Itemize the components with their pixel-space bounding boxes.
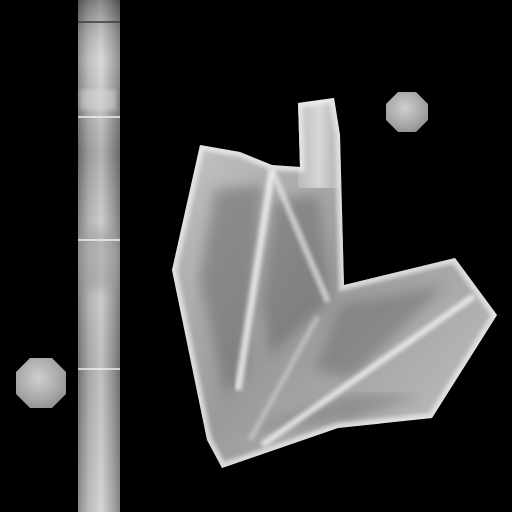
octagon-small-top-right xyxy=(386,92,428,132)
vertical-strip xyxy=(78,0,120,512)
octagon-small-bottom-left xyxy=(16,358,66,408)
folded-wing-piece xyxy=(172,98,497,468)
